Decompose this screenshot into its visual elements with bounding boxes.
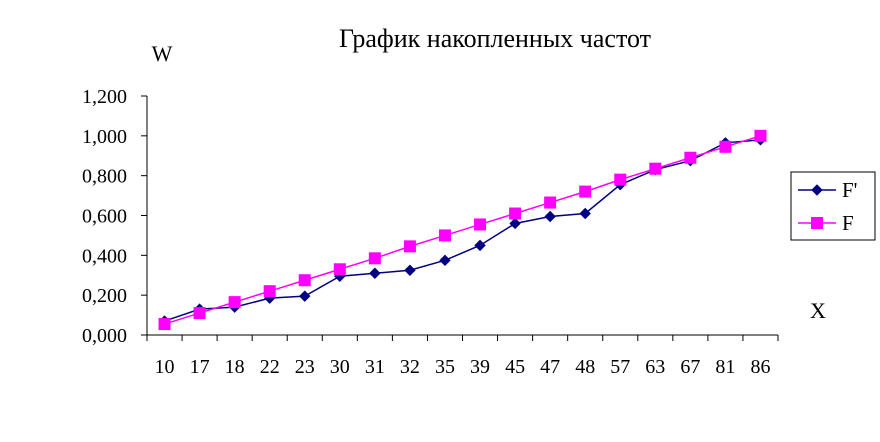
- y-axis-title: W: [152, 41, 173, 66]
- series-f: [158, 129, 767, 331]
- x-tick-label: 48: [575, 356, 595, 378]
- y-tick-label: 1,200: [82, 86, 127, 108]
- legend: F' F: [790, 171, 876, 241]
- x-axis-title: X: [810, 298, 826, 323]
- data-point: [544, 210, 556, 223]
- data-point: [719, 140, 732, 153]
- data-point: [614, 173, 627, 186]
- data-point: [509, 207, 522, 220]
- x-tick-label: 10: [155, 356, 175, 378]
- x-tick-label: 81: [715, 356, 735, 378]
- data-point: [579, 207, 591, 220]
- data-point: [439, 254, 451, 267]
- data-point: [684, 151, 697, 164]
- data-point: [509, 217, 521, 230]
- data-point: [403, 240, 416, 253]
- data-point: [544, 196, 557, 209]
- y-tick-label: 0,600: [82, 206, 127, 228]
- x-ticks: 10 17 18 22 23 30 31 32 35 39 45 47 48 57 63 67 81 86: [146, 335, 779, 378]
- x-tick-label: 31: [365, 356, 385, 378]
- data-point: [649, 162, 662, 175]
- legend-swatch-marker: [811, 184, 823, 196]
- data-point: [404, 264, 416, 276]
- x-tick-label: 23: [295, 356, 315, 378]
- x-tick-label: 39: [470, 356, 490, 378]
- x-tick-label: 32: [400, 356, 420, 378]
- x-tick-label: 35: [435, 356, 455, 378]
- data-point: [368, 252, 381, 265]
- y-tick-label: 0,000: [82, 325, 127, 347]
- x-tick-label: 45: [505, 356, 525, 378]
- x-tick-label: 18: [225, 356, 245, 378]
- data-point: [474, 218, 487, 231]
- data-point: [474, 239, 486, 252]
- x-tick-label: 47: [540, 356, 560, 378]
- legend-label: F: [842, 211, 854, 235]
- data-point: [193, 307, 206, 320]
- series-line: [164, 135, 761, 325]
- y-tick-label: 0,800: [82, 166, 127, 188]
- x-tick-label: 22: [260, 356, 280, 378]
- axes: [146, 96, 778, 336]
- data-point: [333, 263, 346, 276]
- x-tick-label: 63: [645, 356, 665, 378]
- data-point: [263, 285, 276, 298]
- x-tick-label: 30: [330, 356, 350, 378]
- data-point: [754, 129, 767, 142]
- y-ticks: 0,000 0,200 0,400 0,600 0,800 1,000 1,200: [82, 86, 147, 347]
- data-point: [299, 290, 311, 302]
- x-tick-label: 57: [610, 356, 630, 378]
- data-point: [438, 229, 451, 242]
- series-layer: [158, 129, 767, 331]
- y-tick-label: 0,400: [82, 245, 127, 267]
- legend-item: F: [798, 211, 854, 235]
- legend-item: F': [798, 178, 857, 202]
- y-tick-label: 1,000: [82, 126, 127, 148]
- legend-swatch-marker: [811, 217, 823, 229]
- data-point: [298, 274, 311, 287]
- x-tick-label: 86: [750, 356, 770, 378]
- x-tick-label: 67: [680, 356, 700, 378]
- y-tick-label: 0,200: [82, 285, 127, 307]
- legend-box: [790, 171, 876, 241]
- legend-label: F': [842, 178, 857, 202]
- data-point: [158, 318, 171, 331]
- data-point: [579, 185, 592, 198]
- chart-title: График накопленных частот: [339, 24, 651, 53]
- data-point: [369, 267, 381, 279]
- data-point: [228, 296, 241, 309]
- x-tick-label: 17: [190, 356, 210, 378]
